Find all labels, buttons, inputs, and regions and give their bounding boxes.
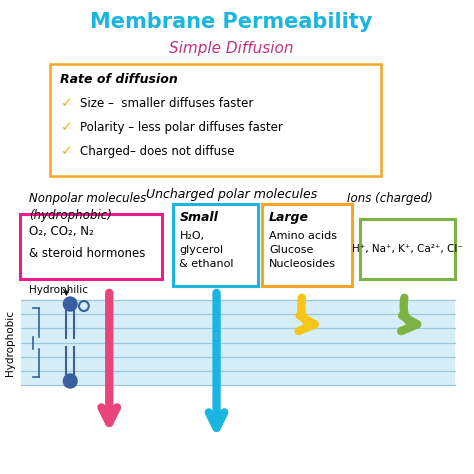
Text: O₂, CO₂, N₂: O₂, CO₂, N₂ [29, 225, 94, 238]
Text: Polarity – less polar diffuses faster: Polarity – less polar diffuses faster [80, 120, 283, 134]
Text: Amino acids
Glucose
Nucleosides: Amino acids Glucose Nucleosides [269, 231, 337, 269]
Text: Membrane Permeability: Membrane Permeability [90, 12, 373, 32]
Text: Charged– does not diffuse: Charged– does not diffuse [80, 145, 235, 157]
Text: Large: Large [269, 211, 309, 224]
FancyBboxPatch shape [173, 204, 257, 286]
Text: ✓: ✓ [61, 96, 72, 110]
Text: Uncharged polar molecules: Uncharged polar molecules [146, 188, 317, 201]
Text: Hydrophobic: Hydrophobic [5, 310, 15, 375]
FancyBboxPatch shape [50, 64, 382, 176]
Text: Ions (charged): Ions (charged) [347, 192, 433, 205]
Text: ✓: ✓ [61, 120, 72, 134]
Text: Rate of diffusion: Rate of diffusion [61, 73, 178, 85]
Text: H₂O,
glycerol
& ethanol: H₂O, glycerol & ethanol [180, 231, 234, 269]
Text: ✓: ✓ [61, 144, 72, 158]
FancyBboxPatch shape [263, 204, 352, 286]
Text: Size –  smaller diffuses faster: Size – smaller diffuses faster [80, 97, 254, 109]
Circle shape [64, 374, 77, 388]
Circle shape [64, 297, 77, 311]
Text: Simple Diffusion: Simple Diffusion [169, 40, 293, 55]
Text: Hydrophilic: Hydrophilic [29, 285, 88, 295]
Text: Small: Small [180, 211, 219, 224]
Bar [21, 300, 455, 385]
FancyBboxPatch shape [360, 219, 455, 279]
Text: & steroid hormones: & steroid hormones [29, 247, 146, 260]
Text: Nonpolar molecules
(hydrophobic): Nonpolar molecules (hydrophobic) [29, 192, 146, 222]
Text: H⁺, Na⁺, K⁺, Ca²⁺, Cl⁻: H⁺, Na⁺, K⁺, Ca²⁺, Cl⁻ [352, 244, 463, 254]
FancyBboxPatch shape [20, 214, 162, 279]
